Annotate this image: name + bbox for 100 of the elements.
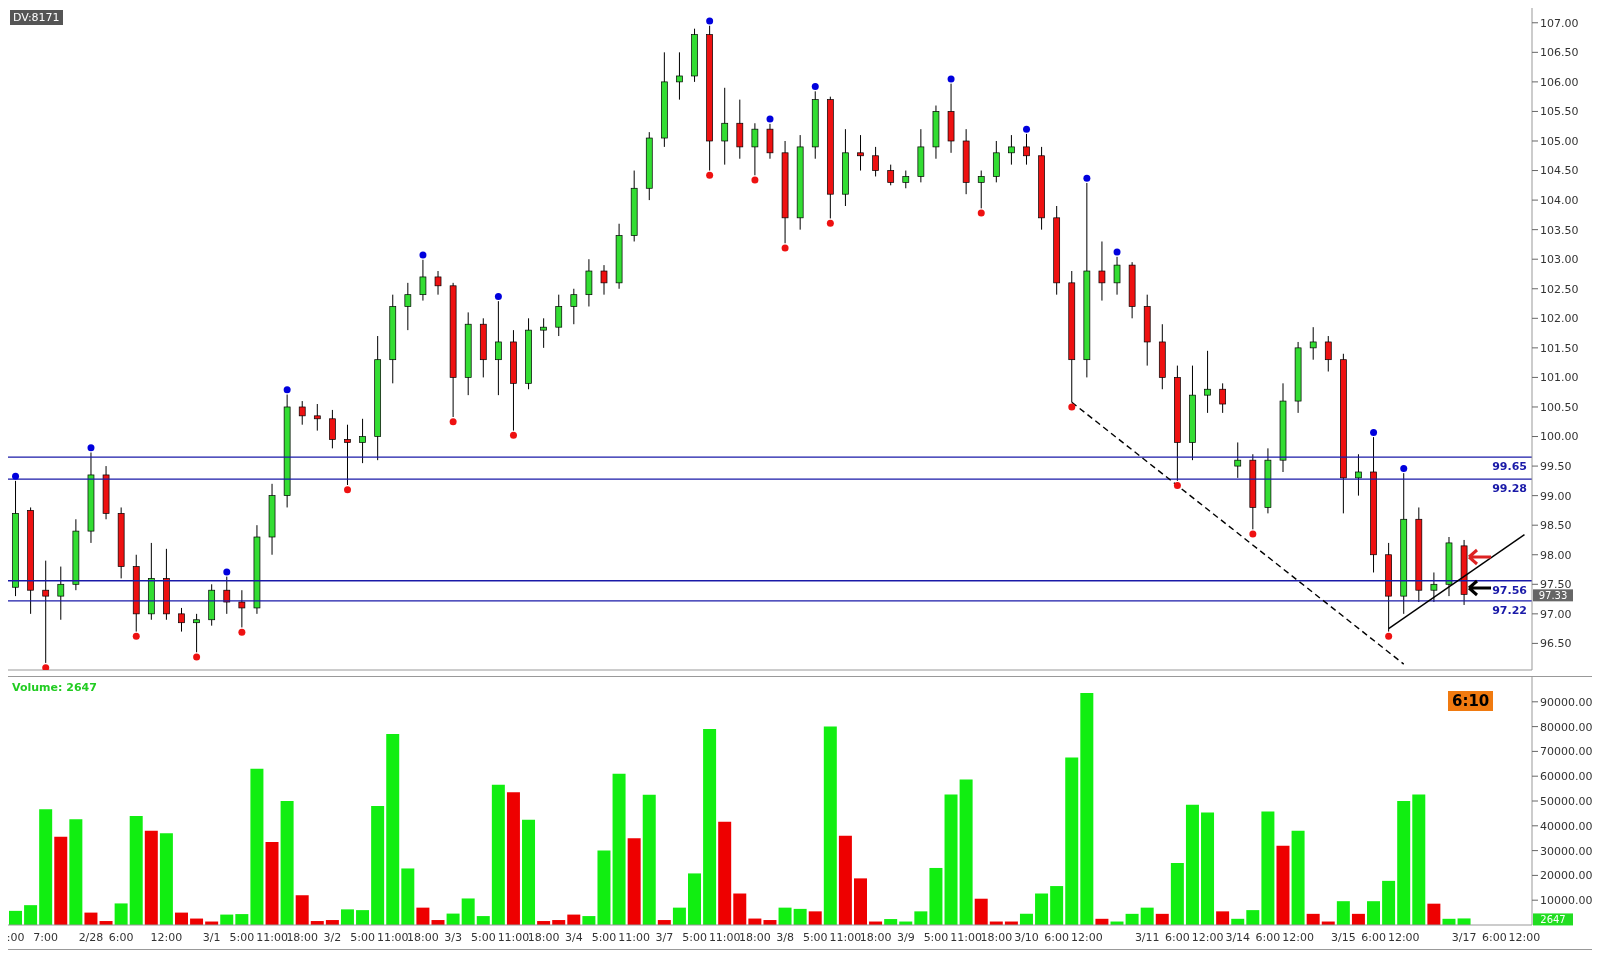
y-tick-label: 99.00: [1540, 489, 1572, 503]
candlestick: [1355, 453, 1362, 497]
point: [1083, 174, 1091, 182]
x-tick-label: 11:00: [950, 930, 983, 944]
candlestick: [434, 270, 442, 296]
bar: [703, 729, 717, 925]
bar: [1080, 693, 1094, 925]
x-tick-label: 6:00: [1481, 930, 1507, 944]
x-tick-label: 6:00: [108, 930, 134, 944]
candlestick: [1008, 134, 1015, 166]
point: [1068, 403, 1076, 411]
candlestick: [992, 140, 1000, 183]
x-tick-label: 18:00: [980, 930, 1013, 944]
x-tick-label: 6:00: [1255, 930, 1281, 944]
bar: [491, 784, 505, 925]
y-tick-label: 102.50: [1540, 282, 1579, 296]
x-tick-label: 12:00: [1387, 930, 1420, 944]
point: [706, 171, 714, 179]
bar: [159, 833, 173, 925]
y-tick-label: 101.50: [1540, 341, 1579, 355]
ref-line-label: 97.22: [1492, 603, 1527, 617]
x-tick-label: 3/10: [1014, 930, 1039, 944]
point: [509, 431, 517, 439]
bar: [54, 836, 68, 925]
ref-line-label: 99.65: [1492, 460, 1527, 474]
x-tick-label: 12:00: [1191, 930, 1224, 944]
candlestick: [570, 288, 578, 325]
x-tick-label: 3/15: [1331, 930, 1356, 944]
x-tick-label: 3/7: [655, 930, 674, 944]
bar: [944, 794, 958, 925]
x-tick-label: 3/1: [202, 930, 221, 944]
x-tick-label: 11:00: [618, 930, 651, 944]
annotation: Volume: 2647: [12, 681, 97, 694]
bar: [853, 878, 867, 925]
x-tick-label: 3/2: [323, 930, 342, 944]
bar: [1351, 913, 1365, 925]
point: [826, 219, 834, 227]
point: [947, 75, 955, 83]
bar: [1185, 804, 1199, 925]
bar: [1065, 757, 1079, 925]
y-tick-label: 99.50: [1540, 459, 1572, 473]
bar: [1140, 907, 1154, 925]
bar: [1457, 918, 1471, 925]
bar: [959, 779, 973, 925]
y-tick-label: 80000.00: [1540, 720, 1593, 734]
point: [42, 664, 50, 670]
x-tick-label: 3/8: [776, 930, 794, 944]
bar: [144, 830, 158, 925]
bar: [401, 868, 415, 925]
x-tick-label: 11:00: [376, 930, 409, 944]
candlestick: [1234, 441, 1242, 479]
bar: [974, 898, 988, 925]
x-tick-label: 5:00: [229, 930, 255, 944]
bar: [1367, 901, 1381, 925]
x-tick-label: 11:00: [829, 930, 862, 944]
y-tick-label: 90000.00: [1540, 695, 1593, 709]
point: [977, 209, 985, 217]
point: [706, 17, 714, 25]
y-tick-label: 97.50: [1540, 578, 1572, 592]
x-tick-label: 3/9: [896, 930, 915, 944]
x-tick-label: 6:00: [1361, 930, 1386, 944]
bar: [1019, 913, 1033, 925]
y-tick-label: 101.00: [1540, 371, 1579, 385]
y-tick-label: 103.50: [1540, 223, 1579, 237]
x-tick-label: 11:00: [497, 930, 530, 944]
bar: [340, 909, 354, 925]
x-tick-label: 3/17: [1451, 930, 1477, 944]
bar: [9, 910, 22, 925]
bar: [1261, 811, 1275, 925]
candlestick: [977, 170, 985, 209]
y-tick-label: 102.00: [1540, 312, 1579, 326]
x-tick-label: 5:00: [350, 930, 375, 944]
bar: [416, 907, 430, 925]
x-tick-label: 18:00: [407, 930, 439, 944]
point: [12, 472, 20, 480]
point: [1173, 482, 1181, 490]
x-tick-label: 3/3: [444, 930, 462, 944]
y-tick-label: 107.00: [1540, 16, 1579, 30]
candlestick: [1113, 256, 1121, 296]
y-tick-label: 20000.00: [1540, 869, 1593, 883]
candlestick: [585, 258, 593, 307]
candlestick: [57, 566, 65, 621]
candlestick: [887, 164, 895, 186]
candlestick: [178, 607, 185, 633]
bar: [1382, 880, 1396, 925]
bar: [612, 773, 626, 925]
x-tick-label: :00: [6, 930, 25, 944]
candlestick: [721, 87, 729, 166]
bar: [793, 908, 807, 925]
bar: [1216, 911, 1230, 925]
annotation: 97.33: [1538, 590, 1568, 602]
point: [494, 292, 502, 300]
bar: [24, 905, 38, 925]
x-tick-label: 5:00: [682, 930, 707, 944]
bar: [778, 907, 792, 925]
x-tick-label: 5:00: [470, 930, 496, 944]
y-tick-label: 30000.00: [1540, 844, 1593, 858]
bar: [506, 792, 520, 925]
candlestick: [766, 123, 774, 160]
y-tick-label: 100.50: [1540, 400, 1579, 414]
